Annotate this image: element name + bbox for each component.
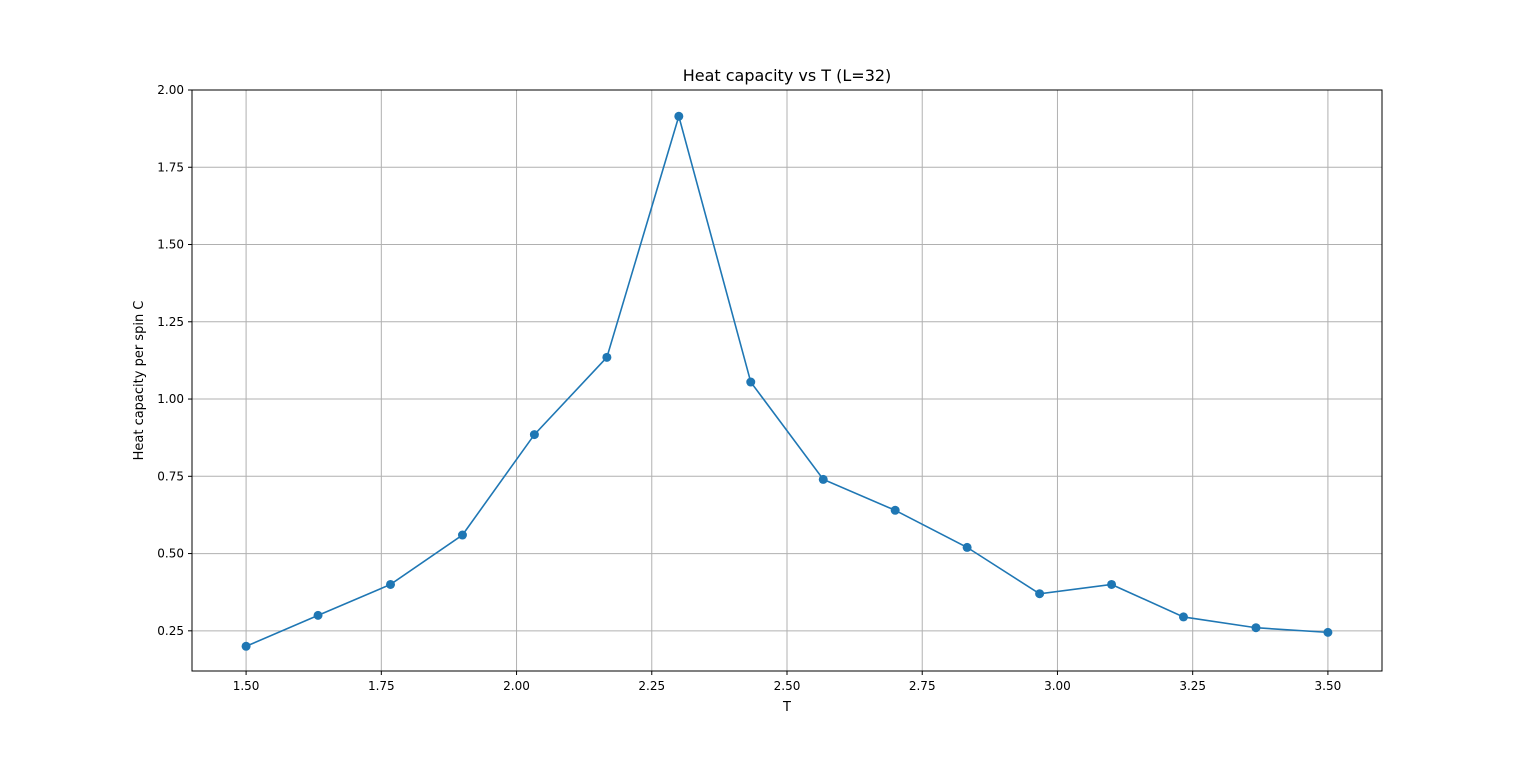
y-tick-label: 1.00 bbox=[157, 392, 184, 406]
data-point bbox=[457, 530, 467, 540]
x-tick-label: 3.50 bbox=[1315, 679, 1342, 693]
data-point bbox=[818, 474, 828, 484]
data-point bbox=[1178, 612, 1188, 622]
y-tick-label: 2.00 bbox=[157, 83, 184, 97]
data-point bbox=[241, 641, 251, 651]
series-layer bbox=[241, 111, 1333, 651]
data-point bbox=[313, 610, 323, 620]
y-tick-label: 1.50 bbox=[157, 238, 184, 252]
x-tick-label: 2.00 bbox=[503, 679, 530, 693]
series-line bbox=[245, 113, 1328, 648]
x-tick-label: 1.50 bbox=[233, 679, 260, 693]
y-tick-label: 1.75 bbox=[157, 160, 184, 174]
y-tick-label: 0.75 bbox=[157, 469, 184, 483]
data-point bbox=[1251, 623, 1261, 633]
x-tick-label: 3.00 bbox=[1044, 679, 1071, 693]
data-point bbox=[962, 542, 972, 552]
data-point bbox=[1323, 627, 1333, 637]
data-point bbox=[529, 430, 539, 440]
x-tick-label: 2.50 bbox=[774, 679, 801, 693]
x-tick-label: 3.25 bbox=[1179, 679, 1206, 693]
x-tick-label: 2.75 bbox=[909, 679, 936, 693]
data-point bbox=[1107, 579, 1117, 589]
data-point bbox=[674, 111, 684, 121]
data-point bbox=[386, 579, 396, 589]
x-tick-label: 1.75 bbox=[368, 679, 395, 693]
x-axis-label: T bbox=[782, 700, 791, 715]
data-point bbox=[746, 377, 756, 387]
data-point bbox=[890, 505, 900, 515]
chart-title: Heat capacity vs T (L=32) bbox=[683, 66, 892, 85]
y-tick-label: 1.25 bbox=[157, 315, 184, 329]
data-point bbox=[1035, 589, 1045, 599]
x-tick-label: 2.25 bbox=[638, 679, 665, 693]
y-tick-label: 0.50 bbox=[157, 547, 184, 561]
tick-layer: 1.50 1.75 2.00 2.25 2.50 2.75 3.00 3.25 3.50 0.25… bbox=[157, 83, 1341, 693]
y-axis-label: Heat capacity per spin C bbox=[132, 301, 147, 461]
data-point bbox=[602, 352, 612, 362]
y-tick-label: 0.25 bbox=[157, 624, 184, 638]
grid-layer bbox=[192, 89, 1382, 671]
